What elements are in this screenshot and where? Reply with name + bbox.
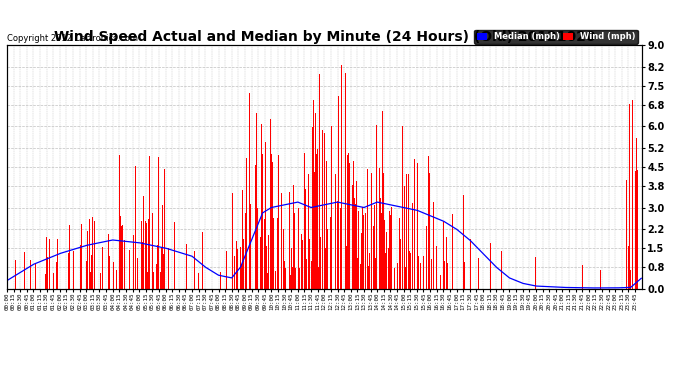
Text: Copyright 2012 Cartronics.com: Copyright 2012 Cartronics.com [7,34,138,43]
Title: Wind Speed Actual and Median by Minute (24 Hours) (Old) 20121020: Wind Speed Actual and Median by Minute (… [54,30,595,44]
Legend: Median (mph), Wind (mph): Median (mph), Wind (mph) [475,30,638,44]
